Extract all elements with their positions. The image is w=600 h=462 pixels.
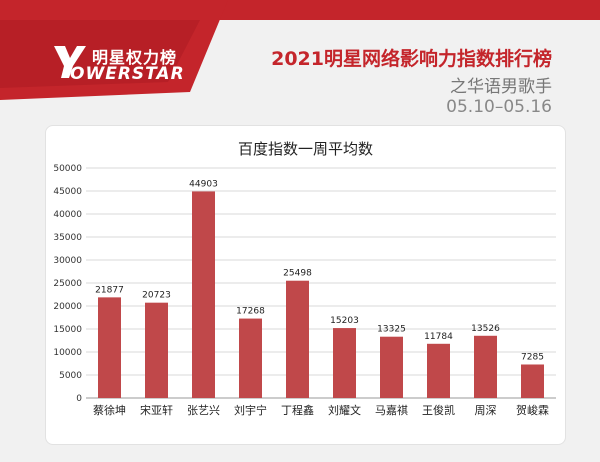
logo-y-icon [54, 46, 86, 78]
y-tick-label: 20000 [53, 302, 82, 312]
y-tick-label: 40000 [53, 210, 82, 220]
x-tick-label: 丁程鑫 [281, 403, 314, 417]
x-tick-label: 张艺兴 [187, 404, 220, 417]
bar [145, 302, 168, 398]
logo-brand-text: OWERSTAR [70, 64, 185, 84]
y-tick-label: 35000 [53, 233, 82, 243]
bar [192, 191, 215, 398]
y-tick-label: 0 [76, 394, 82, 404]
y-tick-label: 50000 [53, 164, 82, 174]
bar [380, 336, 403, 398]
x-tick-label: 马嘉祺 [375, 403, 408, 417]
logo-banner [0, 0, 228, 100]
page-subtitle: 之华语男歌手 [450, 77, 552, 97]
page-title: 2021明星网络影响力指数排行榜 [271, 48, 552, 70]
y-tick-label: 15000 [53, 325, 82, 335]
data-label: 17268 [236, 307, 265, 317]
x-tick-label: 贺峻霖 [516, 403, 549, 417]
data-label: 21877 [95, 285, 124, 295]
data-label: 7285 [521, 352, 544, 362]
data-label: 11784 [424, 332, 453, 342]
bar [286, 280, 309, 398]
data-label: 20723 [142, 291, 171, 301]
x-tick-label: 蔡徐坤 [93, 403, 126, 417]
x-tick-label: 王俊凯 [422, 403, 455, 417]
bar-chart: 0 5000 10000 15000 20000 25000 30000 35000 40000… [53, 164, 556, 417]
data-label: 44903 [189, 179, 218, 189]
data-label: 25498 [283, 269, 312, 279]
y-tick-label: 10000 [53, 348, 82, 358]
chart-title: 百度指数一周平均数 [237, 140, 373, 158]
x-tick-label: 刘宇宁 [234, 403, 267, 417]
chart-panel: 百度指数一周平均数 0 5000 10000 15000 20000 25000 30000… [45, 125, 566, 445]
data-label: 13325 [377, 325, 406, 335]
y-tick-label: 5000 [59, 371, 82, 381]
bar [98, 297, 121, 398]
bar [333, 328, 356, 398]
bar [427, 343, 450, 398]
y-tick-label: 25000 [53, 279, 82, 289]
y-tick-label: 45000 [53, 187, 82, 197]
data-label: 13526 [471, 324, 500, 334]
data-label: 15203 [330, 316, 359, 326]
x-tick-label: 刘耀文 [328, 403, 361, 417]
y-tick-label: 30000 [53, 256, 82, 266]
bar [521, 364, 544, 398]
date-range: 05.10–05.16 [446, 97, 552, 117]
x-tick-label: 宋亚轩 [140, 403, 173, 417]
bar [239, 318, 262, 398]
x-tick-label: 周深 [475, 404, 497, 417]
logo-cn-text: 明星权力榜 [92, 48, 178, 67]
bar [474, 335, 497, 398]
